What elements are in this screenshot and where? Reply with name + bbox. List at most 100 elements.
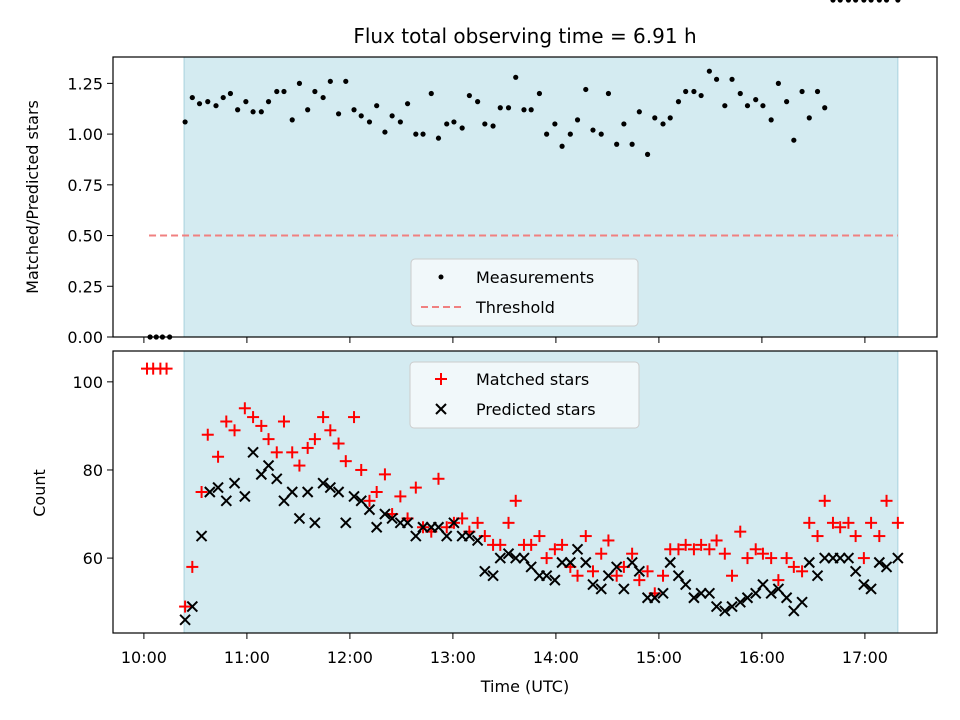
measurement-point [737, 90, 743, 97]
predicted-star-point [626, 556, 638, 569]
matched-star-point [734, 525, 747, 538]
measurement-point [698, 92, 704, 99]
predicted-star-point [471, 534, 484, 547]
measurement-point [213, 103, 219, 109]
top-legend: Measurements Threshold [410, 258, 639, 327]
measurement-point [320, 94, 326, 101]
matched-star-point [201, 428, 214, 441]
matched-star-point [160, 362, 173, 375]
measurement-point [636, 109, 642, 115]
predicted-star-point [765, 587, 777, 600]
top-panel: Flux total observing time = 6.91 h 0.000… [23, 0, 938, 347]
matched-star-point [317, 411, 330, 424]
predicted-star-point [834, 552, 846, 564]
measurement-point [544, 131, 550, 137]
predicted-star-point [688, 592, 700, 604]
predicted-star-point [819, 552, 831, 564]
predicted-star-point [649, 592, 661, 604]
predicted-star-point [540, 570, 553, 582]
predicted-legend-marker [435, 403, 447, 415]
predicted-star-point [293, 512, 306, 525]
measurement-point [220, 94, 226, 101]
y-tick-label: 1.25 [67, 74, 103, 93]
predicted-star-point [865, 583, 877, 595]
measurement-point [258, 109, 264, 115]
predicted-star-point [873, 556, 886, 569]
matched-star-point [834, 521, 847, 534]
predicted-star-point [271, 473, 283, 485]
measurement-point [459, 125, 465, 131]
predicted-star-point [204, 486, 216, 498]
bottom-axes-frame [112, 350, 938, 634]
measurement-point [605, 90, 612, 97]
matched-star-point [780, 552, 793, 565]
measurement-point [327, 78, 333, 84]
top-x-ticks [143, 337, 866, 343]
matched-star-point [355, 463, 368, 476]
y-tick-label: 60 [83, 549, 103, 568]
measurement-point [296, 80, 303, 86]
matched-star-point [293, 459, 306, 472]
matched-star-point [842, 516, 855, 529]
matched-star-point [286, 446, 299, 459]
measurement-point [753, 97, 759, 103]
predicted-star-point [479, 565, 491, 578]
predicted-star-point [549, 574, 561, 586]
bottom-legend: Matched stars Predicted stars [409, 361, 640, 429]
matched-legend-label: Matched stars [476, 370, 589, 389]
measurement-point [775, 80, 781, 86]
measurement-point [837, 0, 843, 3]
y-tick-label: 0.00 [67, 328, 103, 347]
matched-star-point [610, 569, 623, 582]
matched-star-point [525, 538, 538, 551]
measurement-point [182, 119, 188, 125]
measurement-point [265, 99, 272, 105]
measurement-point [274, 88, 280, 95]
matched-star-point [255, 419, 268, 432]
matched-star-point [409, 481, 422, 494]
predicted-star-point [278, 495, 290, 507]
measurement-point [675, 99, 682, 105]
predicted-star-point [580, 556, 592, 569]
matched-star-point [277, 415, 290, 428]
predicted-star-point [417, 521, 429, 533]
y-tick-label: 1.00 [67, 125, 103, 144]
predicted-star-point [780, 592, 793, 604]
predicted-star-point [179, 614, 191, 626]
matched-star-point [179, 600, 192, 613]
measurement-point [814, 88, 821, 95]
predicted-star-point [849, 565, 862, 578]
x-tick-label: 12:00 [327, 648, 373, 667]
measurement-point [567, 131, 573, 137]
measurement-point [351, 107, 357, 113]
matched-star-point [818, 494, 831, 507]
matched-star-point [880, 494, 893, 507]
matched-star-point [849, 530, 862, 543]
measurement-point [289, 117, 295, 123]
measurement-point [713, 76, 720, 82]
measurement-point [806, 115, 812, 121]
predicted-star-point [710, 600, 723, 613]
matched-star-point [796, 565, 809, 578]
predicted-legend-label: Predicted stars [476, 400, 596, 419]
measurement-point [822, 105, 828, 111]
matched-star-point [301, 441, 314, 454]
x-tick-label: 17:00 [842, 648, 888, 667]
matched-star-point [826, 516, 839, 529]
predicted-star-point [309, 517, 321, 529]
measurement-point [196, 101, 203, 107]
measurement-point [853, 0, 859, 3]
measurement-point [744, 103, 751, 109]
measurement-point [895, 0, 901, 3]
measurement-point [691, 88, 697, 95]
measurement-point [706, 68, 712, 74]
top-legend-box [410, 258, 639, 327]
measurement-point [876, 0, 882, 3]
threshold-legend-label: Threshold [475, 298, 555, 317]
matched-star-point [509, 494, 522, 507]
predicted-star-point [401, 517, 414, 529]
matched-star-point [687, 543, 700, 556]
top-y-ticks: 0.00 0.25 0.50 0.75 1.00 1.25 [67, 74, 113, 347]
predicted-star-point [301, 486, 314, 498]
measurement-point [574, 117, 581, 123]
